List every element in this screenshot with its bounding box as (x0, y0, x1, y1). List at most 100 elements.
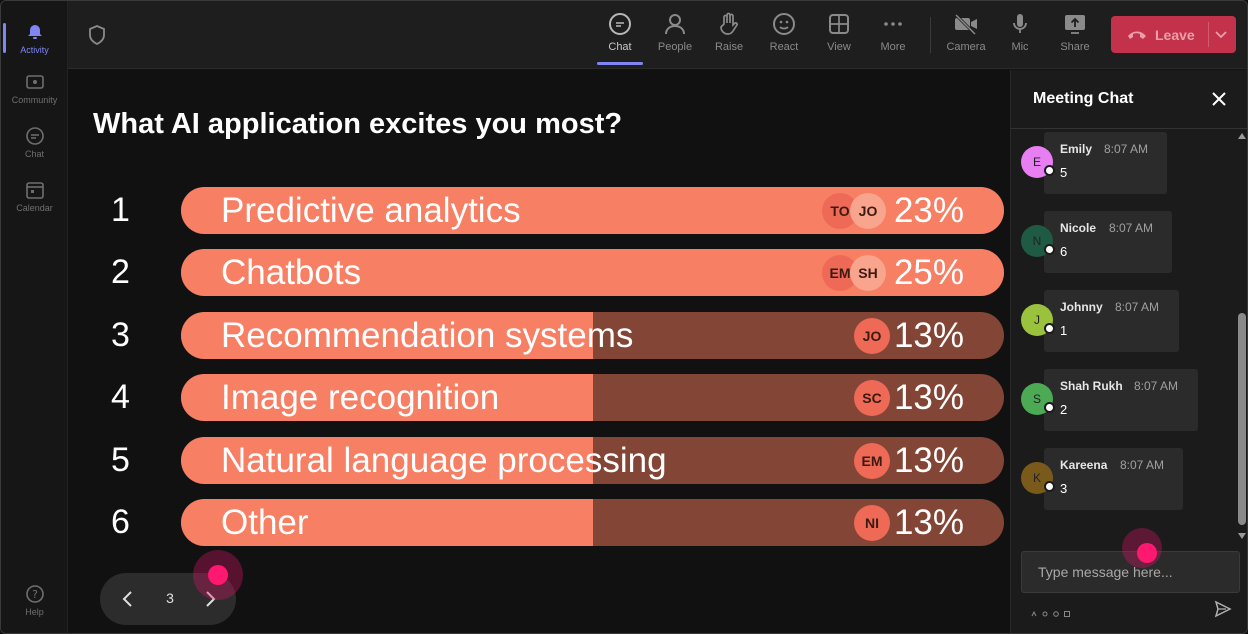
sender-name: Kareena (1060, 458, 1108, 472)
click-indicator (193, 550, 243, 600)
option-percent: 13% (893, 316, 964, 355)
camera-button[interactable]: Camera (941, 11, 991, 61)
voter-avatar: SH (850, 255, 886, 291)
option-percent: 25% (893, 253, 964, 292)
mic-button[interactable]: Mic (995, 11, 1045, 61)
rail-item-label: Help (25, 606, 44, 617)
poll-option-row: 3 Recommendation systems 13% JO (68, 312, 1010, 362)
option-label: Image recognition (221, 378, 500, 417)
more-button[interactable]: More (868, 11, 918, 61)
leave-button[interactable]: Leave (1111, 16, 1236, 53)
rail-item-label: Calendar (16, 202, 53, 213)
presence-status-icon (1044, 402, 1055, 413)
svg-text:?: ? (32, 588, 38, 601)
option-bar: Recommendation systems 13% JO (181, 312, 1004, 359)
message-text: 1 (1060, 323, 1068, 338)
close-icon[interactable] (1210, 90, 1228, 108)
option-bar: Natural language processing 13% EM (181, 437, 1004, 484)
rail-item-help[interactable]: ? Help (1, 575, 68, 625)
presence-status-icon (1044, 481, 1055, 492)
attach-icon[interactable] (1042, 604, 1048, 617)
option-number: 3 (111, 316, 130, 354)
message-input-placeholder: Type message here... (1038, 564, 1173, 580)
share-screen-icon (1062, 11, 1088, 37)
chevron-right-icon[interactable] (198, 587, 222, 611)
rail-item-label: Community (11, 94, 58, 105)
chevron-left-icon[interactable] (116, 587, 140, 611)
chat-message: Shah Rukh 8:07 AM 2 S (1011, 369, 1235, 433)
share-button[interactable]: Share (1050, 11, 1100, 61)
people-button[interactable]: People (650, 11, 700, 61)
format-toolbar (1031, 604, 1070, 617)
poll-question: What AI application excites you most? (93, 108, 623, 140)
microphone-icon (1007, 11, 1033, 37)
presence-status-icon (1044, 323, 1055, 334)
toolbar-separator (930, 17, 931, 53)
view-button[interactable]: View (814, 11, 864, 61)
chat-scrollbar[interactable] (1235, 129, 1247, 543)
message-time: 8:07 AM (1120, 458, 1165, 472)
leave-label: Leave (1155, 26, 1195, 43)
help-icon: ? (25, 584, 45, 604)
message-input[interactable]: Type message here... (1021, 551, 1240, 593)
emoji-icon[interactable] (1053, 604, 1059, 617)
page-number: 3 (166, 590, 174, 606)
rail-item-community[interactable]: Community (1, 63, 68, 113)
scroll-down-arrow[interactable] (1238, 533, 1246, 539)
message-time: 8:07 AM (1134, 379, 1179, 393)
chat-panel-title: Meeting Chat (1033, 90, 1134, 107)
poll-option-row: 6 Other 13% NI (68, 499, 1010, 549)
chat-message: Emily 8:07 AM 5 E (1011, 132, 1235, 196)
raise-hand-button[interactable]: Raise (704, 11, 754, 61)
rail-item-activity[interactable]: Activity (1, 13, 68, 63)
mic-label: Mic (1011, 41, 1029, 53)
share-label: Share (1060, 41, 1090, 53)
sender-name: Shah Rukh (1060, 379, 1123, 393)
scroll-up-arrow[interactable] (1238, 133, 1246, 139)
message-time: 8:07 AM (1115, 300, 1160, 314)
chat-message: Johnny 8:07 AM 1 J (1011, 290, 1235, 354)
sender-avatar[interactable]: S (1021, 383, 1053, 415)
voter-avatar: NI (854, 505, 890, 541)
option-bar: Image recognition 13% SC (181, 374, 1004, 421)
camera-off-icon (953, 11, 979, 37)
message-text: 5 (1060, 165, 1068, 180)
view-label: View (827, 41, 851, 53)
meeting-toolbar: Chat People Raise React View (68, 1, 1247, 69)
presence-status-icon (1044, 244, 1055, 255)
option-number: 6 (111, 503, 130, 541)
shield-icon[interactable] (88, 25, 106, 46)
sender-name: Johnny (1060, 300, 1103, 314)
voter-avatar: SC (854, 380, 890, 416)
bell-icon (25, 22, 45, 42)
chat-message-list: Emily 8:07 AM 5 E Nicole 8:07 AM 6 N Johnny 8:07 … (1011, 129, 1235, 543)
poll-option-row: 2 Chatbots 25% EM SH (68, 249, 1010, 299)
rail-item-label: Activity (20, 44, 49, 55)
option-number: 5 (111, 441, 130, 479)
person-icon (662, 11, 688, 37)
rail-item-calendar[interactable]: Calendar (1, 171, 68, 221)
message-text: 6 (1060, 244, 1068, 259)
chat-button[interactable]: Chat (595, 11, 645, 61)
option-bar-fill (181, 312, 593, 359)
rail-item-chat[interactable]: Chat (1, 117, 68, 167)
option-percent: 23% (893, 191, 964, 230)
gif-icon[interactable] (1064, 604, 1070, 617)
react-button[interactable]: React (759, 11, 809, 61)
option-label: Predictive analytics (221, 191, 521, 230)
rail-item-label: Chat (24, 148, 44, 159)
left-rail: Activity Community Chat Calendar ? Help (1, 1, 68, 633)
message-bubble: Shah Rukh 8:07 AM 2 (1044, 369, 1198, 431)
chat-icon (25, 126, 45, 146)
option-bar-fill (181, 437, 593, 484)
option-label: Chatbots (221, 253, 362, 292)
option-bar-fill (181, 374, 593, 421)
poll-option-row: 4 Image recognition 13% SC (68, 374, 1010, 424)
scroll-thumb[interactable] (1238, 313, 1246, 525)
ellipsis-icon (880, 11, 906, 37)
message-text: 2 (1060, 402, 1068, 417)
send-icon[interactable] (1214, 600, 1232, 618)
chevron-down-icon[interactable] (1214, 28, 1228, 42)
format-icon[interactable] (1031, 604, 1037, 617)
